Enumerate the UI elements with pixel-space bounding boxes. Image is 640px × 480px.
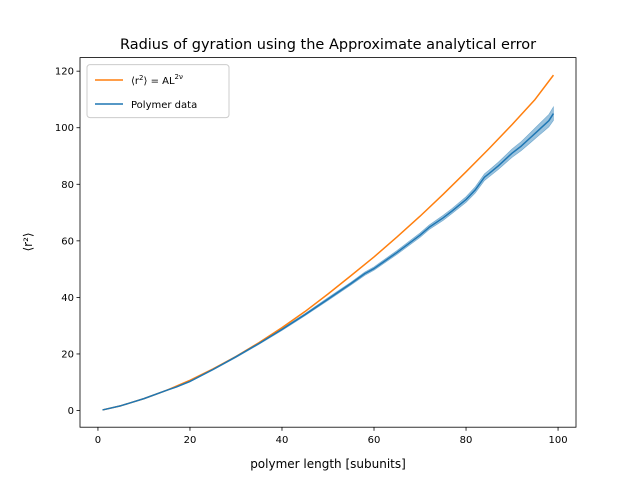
series-line-layer [102,74,555,411]
x-axis-ticks: 0 20 40 60 80 100 [95,427,568,446]
legend-label-fit: ⟨r2⟩ = AL2ν [131,73,183,87]
plot-frame [79,57,577,428]
x-tick-label: 20 [184,435,197,446]
chart-title: Radius of gyration using the Approximate… [120,37,536,53]
legend-label-data: Polymer data [131,100,197,111]
y-tick-label: 0 [68,406,74,417]
legend: ⟨r2⟩ = AL2ν Polymer data [86,64,230,119]
y-tick-label: 100 [55,123,74,134]
x-tick-label: 40 [276,435,289,446]
y-axis-label: ⟨r²⟩ [21,232,35,251]
x-tick-label: 60 [368,435,381,446]
y-tick-label: 80 [61,180,74,191]
y-tick-label: 40 [61,293,74,304]
x-tick-label: 100 [549,435,568,446]
x-axis-label: polymer length [subunits] [250,457,406,471]
y-tick-label: 20 [61,349,74,360]
polymer-data-line [102,113,555,411]
y-tick-label: 120 [55,67,74,78]
y-axis-ticks: 0 20 40 60 80 100 120 [55,67,80,417]
x-tick-label: 80 [460,435,473,446]
y-tick-label: 60 [61,236,74,247]
x-tick-label: 0 [95,435,101,446]
plot-background [80,57,576,428]
